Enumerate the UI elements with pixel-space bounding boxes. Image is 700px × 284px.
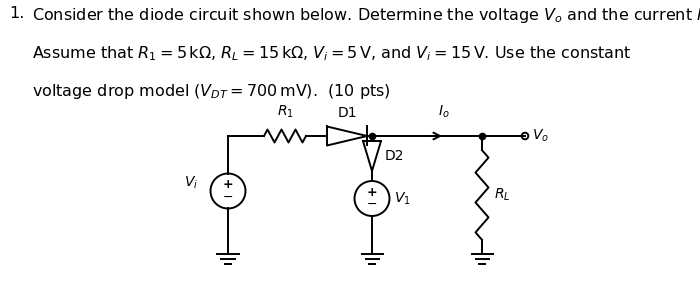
Text: $R_L$: $R_L$: [494, 187, 510, 203]
Text: $V_o$: $V_o$: [532, 128, 549, 144]
Text: voltage drop model ($V_{DT}=700\,\mathrm{mV}$).  (10 pts): voltage drop model ($V_{DT}=700\,\mathrm…: [32, 82, 391, 101]
Text: Consider the diode circuit shown below. Determine the voltage $V_o$ and the curr: Consider the diode circuit shown below. …: [32, 6, 700, 25]
Text: +: +: [223, 179, 233, 191]
Text: $I_o$: $I_o$: [438, 104, 449, 120]
Text: Assume that $R_1=5\,\mathrm{k\Omega}$, $R_L=15\,\mathrm{k\Omega}$, $V_i=5\,\math: Assume that $R_1=5\,\mathrm{k\Omega}$, $…: [32, 44, 631, 63]
Text: D1: D1: [337, 106, 357, 120]
Text: +: +: [367, 186, 377, 199]
Text: D2: D2: [385, 149, 405, 163]
Text: 1.: 1.: [9, 6, 25, 21]
Text: $V_1$: $V_1$: [394, 190, 411, 207]
Text: $V_i$: $V_i$: [184, 175, 198, 191]
Text: $R_1$: $R_1$: [276, 104, 293, 120]
Text: −: −: [223, 191, 233, 204]
Text: −: −: [367, 198, 377, 211]
